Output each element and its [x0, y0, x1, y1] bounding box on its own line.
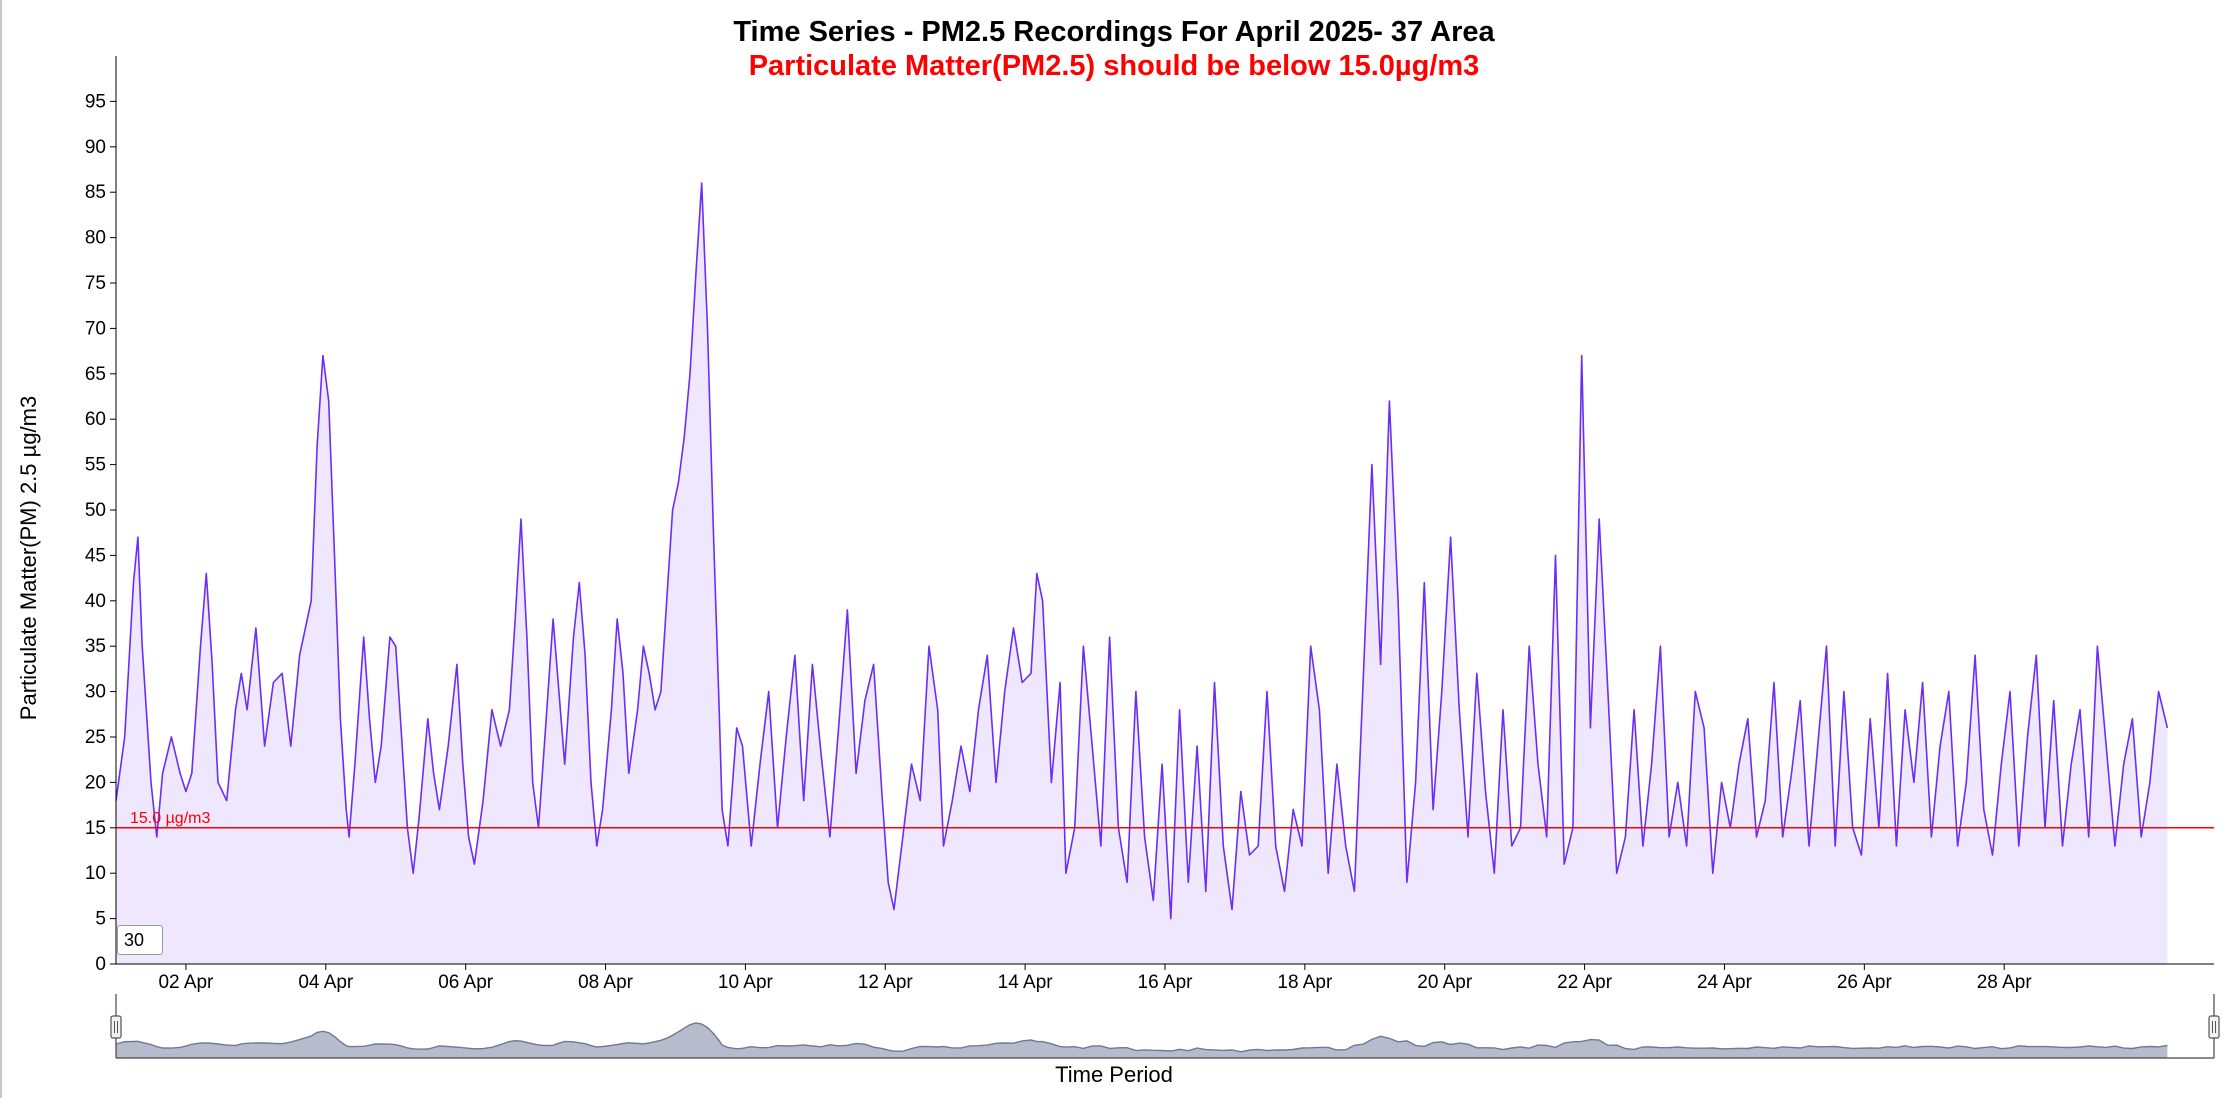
chart-title: Time Series - PM2.5 Recordings For April…	[733, 16, 1495, 48]
x-axis: 02 Apr 04 Apr 06 Apr 08 Apr 10 Apr 12 Apr 14 A…	[116, 963, 2214, 993]
x-tick-label: 10 Apr	[718, 972, 774, 993]
chart-subtitle: Particulate Matter(PM2.5) should be belo…	[749, 50, 1480, 82]
y-tick-label: 30	[85, 682, 106, 703]
threshold-line-group: 15.0 µg/m3	[116, 810, 2214, 829]
x-tick-label: 16 Apr	[1138, 972, 1194, 993]
x-tick-label: 28 Apr	[1977, 972, 2033, 993]
x-tick-label: 12 Apr	[858, 972, 914, 993]
y-tick-label: 95	[85, 91, 106, 112]
range-period-input[interactable]	[117, 925, 163, 955]
y-tick-label: 50	[85, 500, 106, 521]
x-tick-label: 06 Apr	[438, 972, 494, 993]
y-axis-title: Particulate Matter(PM) 2.5 µg/m3	[16, 396, 41, 720]
navigator-right-handle[interactable]	[2208, 1015, 2220, 1039]
x-tick-label: 24 Apr	[1697, 972, 1753, 993]
y-tick-label: 45	[85, 545, 106, 566]
y-tick-label: 10	[85, 863, 106, 884]
x-tick-label: 14 Apr	[998, 972, 1054, 993]
y-tick-label: 75	[85, 273, 106, 294]
x-tick-label: 26 Apr	[1837, 972, 1893, 993]
plot-area	[115, 182, 2169, 965]
series-area	[116, 183, 2168, 965]
y-tick-label: 0	[95, 954, 106, 975]
window-left-border	[0, 0, 2, 1098]
range-navigator[interactable]	[110, 994, 2220, 1059]
navigator-area	[116, 1023, 2168, 1058]
y-tick-label: 40	[85, 591, 106, 612]
y-tick-label: 5	[95, 909, 106, 930]
navigator-left-handle[interactable]	[110, 1015, 122, 1039]
x-tick-label: 08 Apr	[578, 972, 634, 993]
series-line	[115, 182, 2169, 920]
navigator-line	[115, 1022, 2168, 1053]
y-tick-label: 15	[85, 818, 106, 839]
y-tick-label: 55	[85, 455, 106, 476]
y-tick-label: 35	[85, 636, 106, 657]
y-tick-label: 20	[85, 772, 106, 793]
x-tick-label: 02 Apr	[158, 972, 214, 993]
x-tick-label: 20 Apr	[1417, 972, 1473, 993]
y-tick-label: 65	[85, 364, 106, 385]
x-axis-title: Time Period	[1055, 1062, 1173, 1087]
x-tick-label: 22 Apr	[1557, 972, 1613, 993]
x-tick-label: 18 Apr	[1277, 972, 1333, 993]
y-axis: 0 5 10 15 20 25 30 35 40 45 50 55 60 65 70 75 80 85 90 95	[85, 56, 117, 975]
y-tick-label: 90	[85, 137, 106, 158]
y-tick-label: 70	[85, 318, 106, 339]
y-tick-label: 85	[85, 182, 106, 203]
y-tick-label: 25	[85, 727, 106, 748]
y-tick-label: 60	[85, 409, 106, 430]
threshold-label: 15.0 µg/m3	[130, 810, 210, 827]
x-tick-label: 04 Apr	[298, 972, 354, 993]
y-tick-label: 80	[85, 228, 106, 249]
